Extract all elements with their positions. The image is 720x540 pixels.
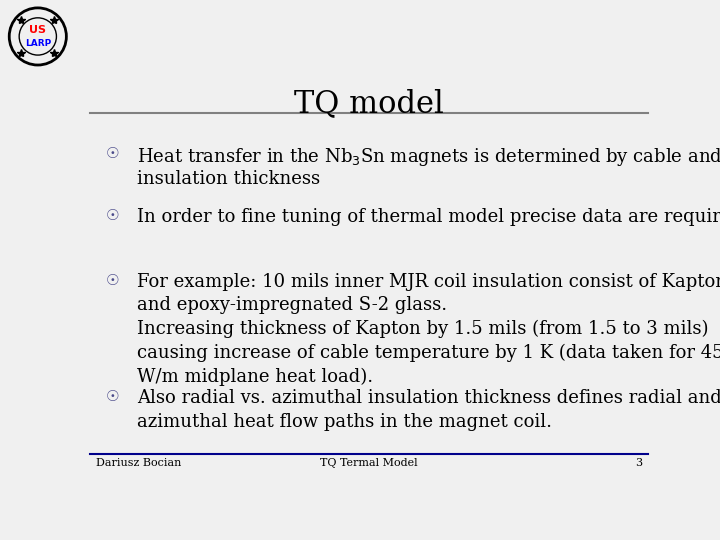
Text: ☉: ☉ bbox=[106, 146, 119, 161]
Text: Increasing thickness of Kapton by 1.5 mils (from 1.5 to 3 mils): Increasing thickness of Kapton by 1.5 mi… bbox=[138, 320, 709, 339]
Text: and epoxy-impregnated S-2 glass.: and epoxy-impregnated S-2 glass. bbox=[138, 296, 448, 314]
Text: causing increase of cable temperature by 1 K (data taken for 45: causing increase of cable temperature by… bbox=[138, 344, 720, 362]
Text: Heat transfer in the Nb$_3$Sn magnets is determined by cable and coil: Heat transfer in the Nb$_3$Sn magnets is… bbox=[138, 146, 720, 168]
Text: In order to fine tuning of thermal model precise data are required.: In order to fine tuning of thermal model… bbox=[138, 208, 720, 226]
Text: LARP: LARP bbox=[24, 39, 51, 48]
Text: Also radial vs. azimuthal insulation thickness defines radial and: Also radial vs. azimuthal insulation thi… bbox=[138, 389, 720, 407]
Text: US: US bbox=[30, 25, 46, 35]
Text: azimuthal heat flow paths in the magnet coil.: azimuthal heat flow paths in the magnet … bbox=[138, 413, 552, 431]
Text: insulation thickness: insulation thickness bbox=[138, 170, 320, 187]
Text: TQ model: TQ model bbox=[294, 87, 444, 119]
Text: W/m midplane heat load).: W/m midplane heat load). bbox=[138, 368, 374, 386]
Text: ☉: ☉ bbox=[106, 389, 119, 404]
Text: 3: 3 bbox=[635, 458, 642, 468]
Text: Dariusz Bocian: Dariusz Bocian bbox=[96, 458, 181, 468]
Text: For example: 10 mils inner MJR coil insulation consist of Kapton: For example: 10 mils inner MJR coil insu… bbox=[138, 273, 720, 291]
Text: ☉: ☉ bbox=[106, 273, 119, 288]
Text: ☉: ☉ bbox=[106, 208, 119, 223]
Text: TQ Termal Model: TQ Termal Model bbox=[320, 458, 418, 468]
